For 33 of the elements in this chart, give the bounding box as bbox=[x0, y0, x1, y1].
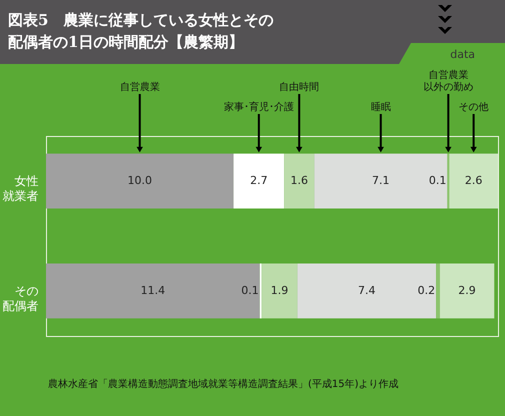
data-label: 0.1 bbox=[428, 174, 446, 188]
bar bbox=[297, 263, 436, 318]
data-label: 7.1 bbox=[372, 174, 390, 188]
text: 自由時間 bbox=[279, 81, 320, 93]
data-label: 10.0 bbox=[128, 174, 152, 188]
text: 自営農業 bbox=[120, 81, 160, 93]
bar bbox=[440, 263, 494, 318]
text: 家事･育児･介護 bbox=[224, 101, 294, 113]
chart-title: 図表5 農業に従事している女性とその配偶者の1日の時間配分【農繁期】 bbox=[8, 10, 274, 53]
text: その他 bbox=[458, 101, 489, 113]
data-label: 2.7 bbox=[250, 174, 268, 188]
bar bbox=[449, 154, 498, 209]
data-label: 0.2 bbox=[418, 284, 436, 297]
text: data bbox=[450, 48, 475, 61]
data-label: 1.9 bbox=[270, 284, 288, 297]
data-label: 11.4 bbox=[140, 284, 166, 297]
bar bbox=[234, 154, 284, 209]
bar bbox=[284, 154, 314, 209]
text: 自営農業以外の勤め bbox=[423, 69, 474, 93]
data-label: 2.6 bbox=[464, 174, 482, 188]
bar bbox=[314, 154, 448, 209]
data-label: 2.9 bbox=[458, 284, 476, 297]
data-label: 0.1 bbox=[241, 284, 259, 297]
bar bbox=[46, 263, 260, 318]
bar bbox=[436, 263, 440, 318]
bar bbox=[262, 263, 298, 318]
text: 睡眠 bbox=[370, 101, 391, 113]
data-label: 7.4 bbox=[358, 284, 376, 297]
data-label: 1.6 bbox=[290, 174, 308, 188]
bar bbox=[46, 154, 234, 209]
y-tick-label: 女性就業者 bbox=[2, 174, 38, 204]
y-tick-label: その配偶者 bbox=[2, 284, 38, 313]
text: 農林水産省「農業構造動態調査地域就業等構造調査結果」(平成15年)より作成 bbox=[48, 378, 399, 391]
